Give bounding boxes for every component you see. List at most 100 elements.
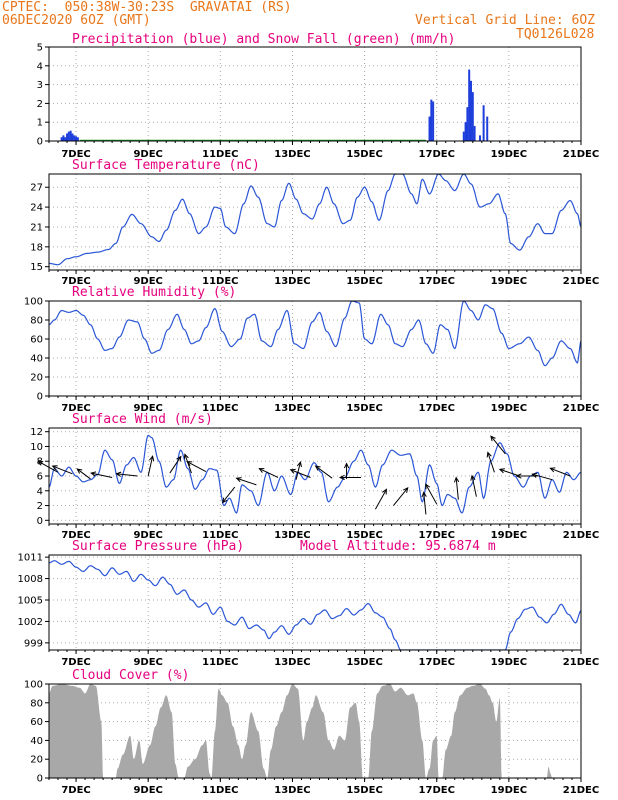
wind-arrow-head [549,467,556,473]
precip-bar [67,131,70,141]
header-station: CPTEC: 050:38W-30:23S GRAVATAI (RS) [2,0,292,15]
xtick-label-temp: 21DEC [563,276,599,287]
title-cloud: Cloud Cover (%) [72,668,189,683]
title-rh: Relative Humidity (%) [72,285,236,300]
ytick-label-wind: 2 [37,501,43,512]
wind-arrow [186,461,207,473]
wind-arrow-head [221,497,228,504]
ytick-label-rh: 80 [30,316,43,327]
precip-bar [464,122,467,141]
precip-bar [469,80,472,141]
wind-series-line [49,434,581,514]
wind-arrow [532,473,553,481]
ytick-label-rh: 60 [30,335,43,346]
xtick-label-pres: 15DEC [346,657,382,668]
xtick-label-cloud: 15DEC [346,785,382,796]
precip-bar [60,137,63,141]
xtick-label-precip: 17DEC [419,149,455,160]
ytick-label-pres: 1011 [18,553,43,564]
wind-arrow [490,435,506,455]
ytick-label-precip: 2 [37,99,43,110]
wind-arrow [487,452,495,473]
precip-bar [75,136,78,141]
xtick-label-wind: 17DEC [419,530,455,541]
wind-arrow-head [258,468,265,473]
precip-bar [428,116,431,141]
xtick-label-pres: 11DEC [202,657,238,668]
xtick-label-temp: 7DEC [61,276,90,287]
ytick-label-cloud: 20 [30,755,43,766]
ytick-label-rh: 20 [30,373,43,384]
ytick-label-temp: 15 [30,262,43,273]
xtick-label-cloud: 13DEC [274,785,310,796]
xtick-label-temp: 15DEC [346,276,382,287]
wind-arrow [37,460,59,473]
wind-arrow [315,465,333,479]
ytick-label-cloud: 0 [37,774,43,785]
frame-rh [48,300,582,397]
wind-arrow [52,465,73,475]
precip-bar [69,130,72,141]
xtick-label-precip: 19DEC [491,149,527,160]
panel-pres [45,554,582,654]
panel-precip [45,46,582,145]
wind-arrow-head [470,474,476,481]
wind-arrow [91,472,113,478]
ytick-label-precip: 5 [37,43,43,54]
precip-bar [64,137,67,141]
header-date: 06DEC2020 6OZ (GMT) [2,13,151,28]
wind-arrow-head [289,468,296,474]
xtick-label-wind: 19DEC [491,530,527,541]
xtick-label-precip: 15DEC [346,149,382,160]
ytick-label-pres: 1008 [18,574,43,585]
ytick-label-wind: 10 [30,442,43,453]
wind-arrow-head [176,455,182,462]
wind-arrow-head [382,488,387,495]
ytick-label-precip: 1 [37,118,43,129]
wind-arrow-head [186,461,193,466]
xtick-label-precip: 7DEC [61,149,90,160]
wind-arrow [236,477,257,486]
wind-arrow-head [296,460,302,468]
panel-rh [45,300,582,400]
ytick-label-cloud: 40 [30,736,43,747]
frame-pres [48,554,582,651]
xtick-label-temp: 19DEC [491,276,527,287]
wind-arrow-head [453,476,460,483]
ytick-label-temp: 27 [30,183,43,194]
wind-arrow [259,468,279,478]
precip-bar [486,116,489,141]
xtick-label-rh: 9DEC [133,403,162,414]
xtick-label-pres: 7DEC [61,657,90,668]
xtick-label-rh: 21DEC [563,403,599,414]
ytick-label-cloud: 80 [30,698,43,709]
wind-arrow [374,489,387,510]
xtick-label-temp: 13DEC [274,276,310,287]
wind-arrow-head [343,462,350,469]
wind-arrow-head [486,451,492,458]
header-grid-note: Vertical Grid Line: 6OZ [415,13,596,28]
temp-series-line [49,174,581,266]
precip-bar [71,133,74,141]
rh-series-line [49,301,581,367]
ytick-label-pres: 999 [24,638,43,649]
title-pres: Surface Pressure (hPa) [72,539,244,554]
ytick-label-cloud: 60 [30,717,43,728]
xtick-label-temp: 17DEC [419,276,455,287]
wind-arrow [550,467,571,477]
ytick-label-precip: 3 [37,80,43,91]
precip-bar [466,107,469,141]
wind-arrow [147,456,154,477]
xtick-label-precip: 9DEC [133,149,162,160]
ytick-label-rh: 100 [24,297,43,308]
ytick-label-temp: 18 [30,242,43,253]
xtick-label-wind: 21DEC [563,530,599,541]
xtick-label-temp: 9DEC [133,276,162,287]
xtick-label-precip: 13DEC [274,149,310,160]
ytick-label-wind: 4 [37,486,43,497]
frame-precip [48,46,582,142]
xtick-label-rh: 11DEC [202,403,238,414]
precip-bar [471,92,474,141]
title-temp: Surface Temperature (nC) [72,158,260,173]
wind-arrow-head [76,468,83,474]
